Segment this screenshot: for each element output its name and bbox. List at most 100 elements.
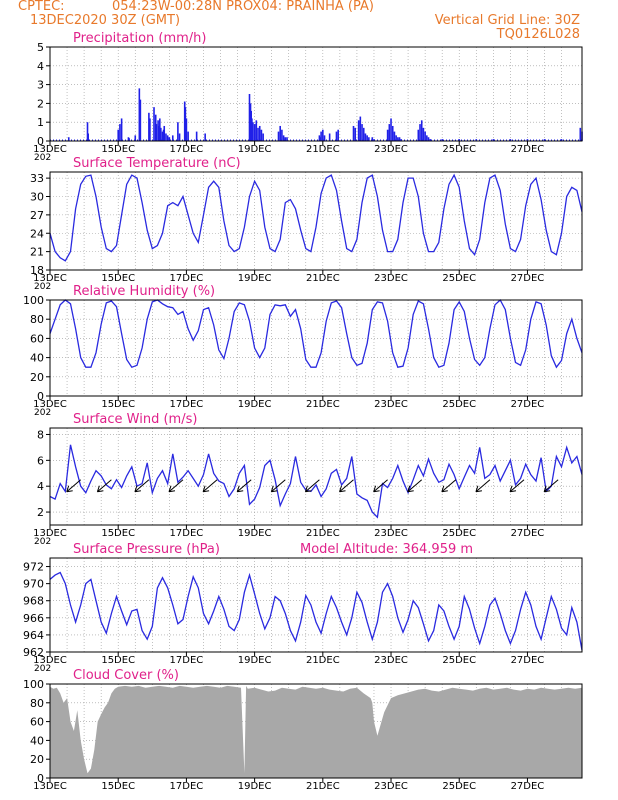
wind-wind-arrow [66, 479, 82, 493]
precipitation-bar [128, 138, 130, 141]
humidity-xtick-label: 15DEC [101, 399, 135, 410]
precipitation-bar [178, 133, 181, 141]
humidity-ytick-label: 40 [30, 352, 44, 365]
precipitation-bar [393, 131, 396, 141]
temperature-xtick-label: 19DEC [238, 273, 272, 284]
wind-wind-arrow [305, 479, 320, 493]
humidity-xtick-label: 27DEC [511, 399, 545, 410]
precipitation-ytick-label: 5 [37, 41, 44, 54]
wind-wind-arrow [373, 479, 388, 493]
precipitation-bar [87, 133, 89, 141]
precipitation-bar [281, 129, 283, 141]
precipitation-bar [67, 137, 70, 141]
humidity-ytick-label: 60 [30, 332, 44, 345]
precipitation-bar [139, 99, 142, 141]
precipitation-bar [458, 139, 461, 141]
precipitation-bar [417, 129, 420, 141]
temperature-xtick-label: 13DEC [33, 273, 67, 284]
humidity-title: Relative Humidity (%) [73, 284, 215, 299]
precipitation-bar [322, 129, 324, 141]
precipitation-bar [184, 107, 187, 141]
humidity-ytick-label: 80 [30, 313, 44, 326]
cloud-xtick-label: 17DEC [170, 781, 204, 792]
pressure-annotation: Model Altitude: 364.959 m [300, 542, 473, 557]
precipitation-bar [159, 118, 161, 141]
wind-wind-arrow-head [202, 485, 210, 493]
temperature-ytick-label: 27 [30, 209, 44, 222]
wind-xtick-label: 27DEC [511, 528, 545, 539]
humidity-xtick-stub: 202 [34, 408, 51, 418]
temperature-ytick-label: 30 [30, 191, 44, 204]
precipitation-bar [419, 124, 421, 141]
precipitation-bar [335, 131, 338, 141]
wind-wind-arrow-head [441, 485, 448, 493]
cloud-xtick-label: 15DEC [101, 781, 135, 792]
wind-frame [49, 427, 583, 526]
wind-wind-arrow-head [96, 485, 104, 493]
precipitation-bar [120, 118, 123, 141]
precipitation-bar [398, 137, 401, 141]
humidity-ytick-label: 100 [23, 294, 44, 307]
temperature-ytick-label: 18 [30, 264, 44, 277]
cloud-xtick-label: 21DEC [306, 781, 340, 792]
precipitation-xtick-label: 21DEC [306, 144, 340, 155]
humidity-ytick-label: 20 [30, 371, 44, 384]
wind-wind-arrow-head [543, 485, 551, 493]
precipitation-bar [155, 124, 158, 141]
precipitation-bar [424, 131, 426, 141]
precipitation-bar [429, 139, 432, 141]
wind-wind-arrow [509, 479, 525, 493]
precipitation-bar [319, 137, 321, 141]
wind-wind-arrow-head [373, 485, 380, 493]
precipitation-xtick-stub: 202 [34, 153, 51, 163]
precipitation-xtick-label: 25DEC [442, 144, 476, 155]
humidity-series-line [49, 298, 583, 369]
wind-wind-arrow [168, 479, 184, 493]
pressure-series-line [49, 571, 583, 651]
wind-wind-arrow [475, 479, 491, 493]
pressure-ytick-label: 968 [23, 595, 44, 608]
temperature-ytick-label: 21 [30, 246, 44, 259]
precipitation-bar [185, 118, 188, 141]
cloud-xtick-label: 27DEC [511, 781, 545, 792]
precipitation-bar [362, 127, 365, 141]
precipitation-bar [352, 125, 355, 141]
precipitation-xtick-label: 23DEC [374, 144, 408, 155]
wind-xtick-label: 15DEC [101, 528, 135, 539]
temperature-frame [49, 171, 583, 271]
pressure-ytick-label: 964 [23, 629, 44, 642]
cloud-xtick-label: 25DEC [442, 781, 476, 792]
pressure-ytick-label: 972 [23, 561, 44, 574]
temperature-title: Surface Temperature (nC) [73, 156, 241, 171]
cloud-ytick-label: 100 [23, 678, 44, 691]
precipitation-bar [282, 135, 285, 141]
precipitation-bar [138, 88, 141, 141]
precipitation-bar [258, 125, 261, 141]
wind-ytick-label: 8 [37, 428, 44, 441]
humidity-frame [49, 299, 583, 397]
wind-xtick-label: 25DEC [442, 528, 476, 539]
wind-wind-arrow [543, 479, 559, 493]
precipitation-bar [441, 139, 443, 141]
wind-xtick-label: 23DEC [374, 528, 408, 539]
wind-wind-arrow-head [509, 485, 517, 493]
cloud-ytick-label: 80 [30, 697, 44, 710]
cloud-panel: Cloud Cover (%) 0 20 40 60 80 100 13DEC 15DEC 17D… [23, 668, 583, 792]
precipitation-bar [390, 118, 392, 141]
precipitation-xtick-label: 15DEC [101, 144, 135, 155]
humidity-xtick-label: 21DEC [306, 399, 340, 410]
precipitation-panel: Precipitation (mm/h) 0 1 2 3 4 5 13DEC 15DEC 17DE… [33, 31, 583, 163]
precipitation-bar [119, 124, 121, 141]
precipitation-ytick-label: 1 [37, 116, 44, 129]
precipitation-bar [168, 137, 171, 141]
precipitation-bar [391, 125, 394, 141]
wind-series-line [49, 444, 583, 519]
precipitation-bar [579, 127, 582, 141]
wind-wind-arrow-head [407, 485, 414, 493]
cloud-frame [49, 683, 583, 779]
pressure-ytick-label: 966 [23, 612, 44, 625]
precipitation-bar [251, 118, 253, 141]
humidity-ytick-label: 0 [37, 390, 44, 403]
pressure-title: Surface Pressure (hPa) [73, 542, 220, 557]
wind-xtick-label: 19DEC [238, 528, 272, 539]
